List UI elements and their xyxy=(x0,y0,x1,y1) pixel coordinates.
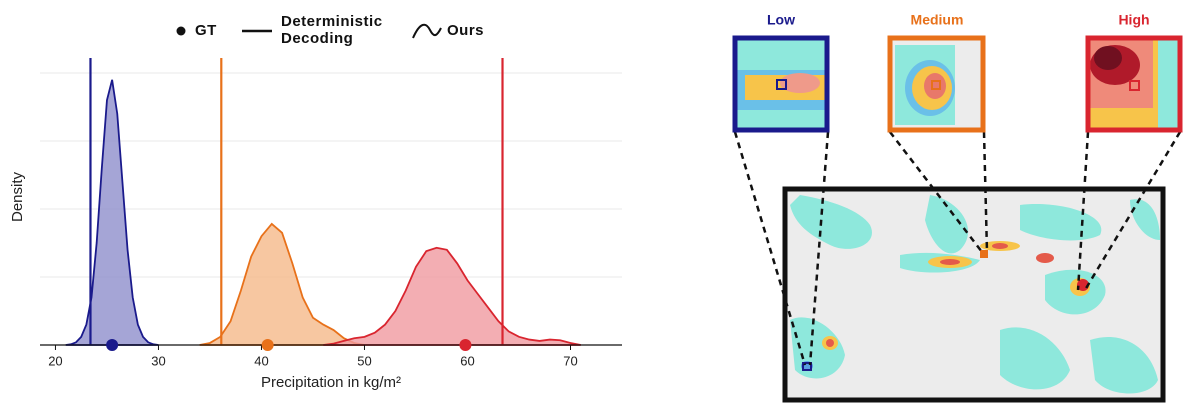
inset-high xyxy=(1085,35,1183,133)
x-tick-label: 20 xyxy=(48,353,62,368)
gt-point xyxy=(261,339,274,351)
legend-gt-icon xyxy=(176,26,186,36)
legend-curve-icon xyxy=(412,23,442,39)
x-tick-label: 60 xyxy=(460,353,474,368)
zoom-connectors xyxy=(733,131,1182,366)
x-tick-label: 40 xyxy=(254,353,268,368)
x-axis-label: Precipitation in kg/m² xyxy=(261,374,401,391)
x-tick-label: 30 xyxy=(151,353,165,368)
x-tick-label: 70 xyxy=(563,353,577,368)
precip-hotspots xyxy=(801,241,1090,371)
density-curve xyxy=(323,246,581,346)
y-axis-label: Density xyxy=(9,171,26,222)
legend-deterministic: Deterministic Decoding xyxy=(281,13,383,47)
map-panel: Low Medium High xyxy=(732,12,1183,403)
legend-ours: Ours xyxy=(447,22,485,39)
density-chart: Density Precipitation in kg/m² 20 30 40 50 6… xyxy=(9,23,622,391)
inset-low xyxy=(732,35,830,133)
density-curve xyxy=(65,79,159,346)
gt-point xyxy=(106,339,119,351)
inset-label: Medium xyxy=(911,12,964,28)
inset-label: High xyxy=(1118,12,1149,28)
legend-gt: GT xyxy=(195,22,217,39)
gt-point xyxy=(459,339,472,351)
density-curve xyxy=(199,222,365,346)
inset-medium xyxy=(887,35,986,133)
x-tick-label: 50 xyxy=(357,353,371,368)
inset-label: Low xyxy=(767,12,795,28)
